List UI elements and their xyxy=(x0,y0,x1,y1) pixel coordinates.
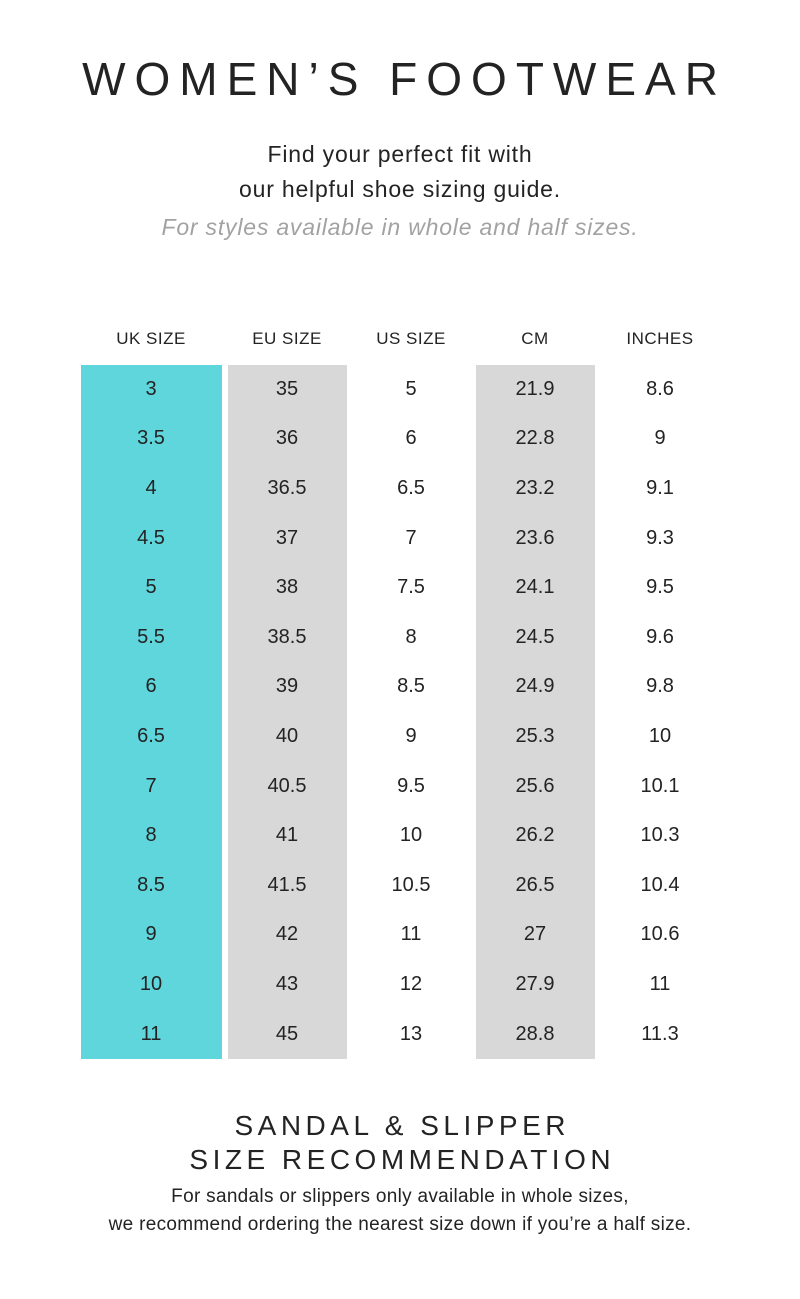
recommendation-heading: SANDAL & SLIPPER SIZE RECOMMENDATION xyxy=(0,1109,800,1177)
table-cell: 9.8 xyxy=(646,675,674,698)
column-header-inches: INCHES xyxy=(626,328,694,348)
table-cell: 38.5 xyxy=(227,612,347,663)
table-cell: 41.5 xyxy=(227,860,347,911)
table-cell: 9 xyxy=(80,910,222,960)
table-cell: 10.5 xyxy=(391,873,431,896)
table-cell: 11 xyxy=(649,973,671,996)
recommendation-heading-line-2: SIZE RECOMMENDATION xyxy=(189,1143,616,1175)
table-cell: 6 xyxy=(80,662,222,712)
table-cell: 12 xyxy=(399,973,423,996)
table-cell: 26.5 xyxy=(475,860,595,911)
table-cell: 9.5 xyxy=(646,576,674,599)
table-cell: 8 xyxy=(80,810,222,861)
table-cell: 8.5 xyxy=(397,675,425,698)
table-cell: 36.5 xyxy=(227,463,347,514)
table-cell: 41 xyxy=(227,810,347,861)
table-cell: 8.6 xyxy=(646,377,674,400)
table-cell: 11.3 xyxy=(641,1022,679,1045)
table-cell: 10.3 xyxy=(640,824,680,847)
table-cell: 4.5 xyxy=(80,513,222,563)
table-cell: 39 xyxy=(227,662,347,712)
half-sizes-note: For styles available in whole and half s… xyxy=(161,213,639,240)
recommendation-heading-line-1: SANDAL & SLIPPER xyxy=(234,1109,570,1141)
table-cell: 38 xyxy=(227,562,347,613)
table-cell: 43 xyxy=(227,959,347,1010)
subtitle-line-1: Find your perfect fit with xyxy=(267,140,533,167)
table-cell: 22.8 xyxy=(475,414,595,464)
table-cell: 23.2 xyxy=(475,463,595,514)
table-cell: 9.5 xyxy=(397,774,425,797)
table-cell: 6.5 xyxy=(397,477,425,500)
page-title: WOMEN’S FOOTWEAR xyxy=(82,53,727,105)
table-cell: 8 xyxy=(405,625,417,648)
table-cell: 10.1 xyxy=(640,774,680,797)
table-cell: 4 xyxy=(80,463,222,514)
table-cell: 3.5 xyxy=(80,414,222,464)
table-cell: 6.5 xyxy=(80,711,222,762)
table-cell: 25.6 xyxy=(475,761,595,811)
table-cell: 27 xyxy=(475,910,595,960)
table-cell: 3 xyxy=(80,364,222,415)
table-cell: 36 xyxy=(227,414,347,464)
column-header-us-size: US SIZE xyxy=(376,328,446,348)
table-cell: 5.5 xyxy=(80,612,222,663)
table-cell: 9 xyxy=(654,427,666,450)
table-cell: 10 xyxy=(399,824,423,847)
table-cell: 5 xyxy=(80,562,222,613)
recommendation-body-line-2: we recommend ordering the nearest size d… xyxy=(108,1213,692,1235)
table-cell: 13 xyxy=(399,1022,423,1045)
sandal-recommendation-section: SANDAL & SLIPPER SIZE RECOMMENDATION For… xyxy=(0,1109,800,1239)
table-cell: 9 xyxy=(405,725,417,748)
table-cell: 7 xyxy=(405,526,417,549)
recommendation-body-line-1: For sandals or slippers only available i… xyxy=(171,1185,629,1207)
table-cell: 11 xyxy=(400,923,422,946)
table-cell: 28.8 xyxy=(475,1009,595,1059)
table-cell: 26.2 xyxy=(475,810,595,861)
table-cell: 10 xyxy=(648,725,672,748)
table-cell: 24.5 xyxy=(475,612,595,663)
table-cell: 10 xyxy=(80,959,222,1010)
table-cell: 27.9 xyxy=(475,959,595,1010)
table-cell: 40 xyxy=(227,711,347,762)
page-subtitle: Find your perfect fit with our helpful s… xyxy=(0,137,800,207)
table-cell: 37 xyxy=(227,513,347,563)
table-cell: 9.3 xyxy=(646,526,674,549)
size-chart-grid: UK SIZE EU SIZE US SIZE CM INCHES 3 35 5 21.9 8.6… xyxy=(80,321,720,1059)
table-cell: 23.6 xyxy=(475,513,595,563)
table-cell: 40.5 xyxy=(227,761,347,811)
table-cell: 10.4 xyxy=(640,873,680,896)
table-cell: 21.9 xyxy=(475,364,595,415)
table-cell: 5 xyxy=(405,377,417,400)
table-cell: 9.1 xyxy=(646,477,674,500)
table-cell: 10.6 xyxy=(640,923,680,946)
table-cell: 11 xyxy=(80,1009,222,1059)
table-cell: 7 xyxy=(80,761,222,811)
subtitle-line-2: our helpful shoe sizing guide. xyxy=(239,175,561,202)
table-cell: 6 xyxy=(405,427,417,450)
table-cell: 42 xyxy=(227,910,347,960)
table-cell: 45 xyxy=(227,1009,347,1059)
table-cell: 24.9 xyxy=(475,662,595,712)
table-cell: 24.1 xyxy=(475,562,595,613)
table-cell: 7.5 xyxy=(397,576,425,599)
table-cell: 8.5 xyxy=(80,860,222,911)
column-header-uk-size: UK SIZE xyxy=(116,328,186,348)
table-cell: 9.6 xyxy=(646,625,674,648)
column-header-eu-size: EU SIZE xyxy=(252,328,322,348)
column-header-cm: CM xyxy=(521,328,549,348)
table-cell: 25.3 xyxy=(475,711,595,762)
table-cell: 35 xyxy=(227,364,347,415)
recommendation-body: For sandals or slippers only available i… xyxy=(0,1183,800,1239)
